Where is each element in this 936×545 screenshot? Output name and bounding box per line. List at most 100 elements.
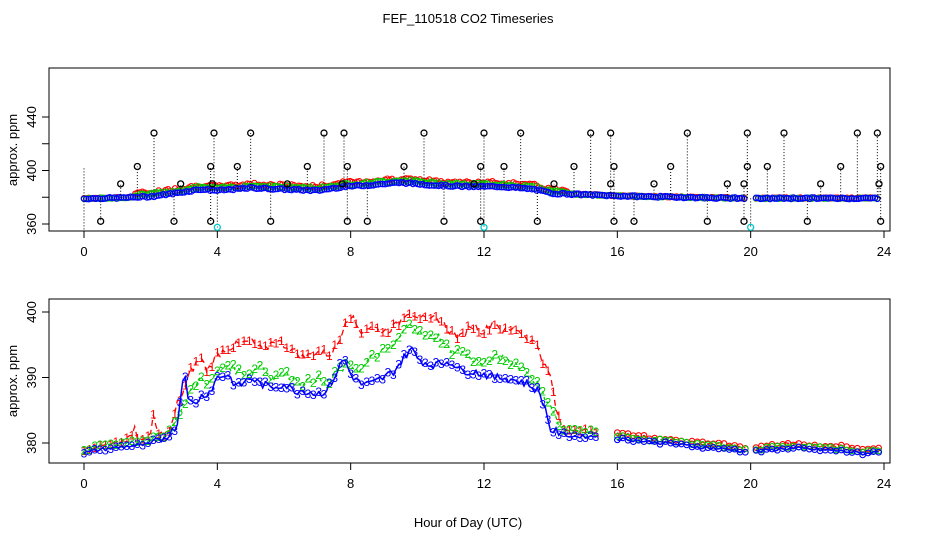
- bottom-series-2-marker: 2: [459, 345, 466, 359]
- bottom-series-1-marker: 1: [449, 323, 456, 337]
- bottom-series-3-marker: 3: [363, 375, 370, 389]
- bottom-series-3-marker: 3: [577, 431, 584, 445]
- bottom-series-2-marker: 2: [475, 354, 482, 368]
- bottom-y-tick-label: 380: [24, 432, 39, 454]
- bottom-series-2-marker: 2: [123, 435, 130, 449]
- top-spike-mid-point: [303, 162, 311, 171]
- top-dip-point: [207, 217, 215, 225]
- top-series-3-point: [650, 193, 657, 201]
- top-series-3-point: [503, 184, 510, 191]
- bottom-series-2-marker: 2: [513, 356, 520, 370]
- bottom-series-3-marker: 3: [347, 367, 354, 381]
- bottom-series-1-marker: 1: [182, 379, 189, 393]
- top-spike-mid-point: [207, 162, 215, 171]
- bottom-series-1-marker: 1: [561, 422, 568, 436]
- bottom-series-3-point: [656, 440, 664, 448]
- bottom-series-3-marker: 3: [257, 375, 264, 389]
- bottom-series-3-marker: 3: [481, 366, 488, 380]
- top-series-3-point: [225, 186, 232, 193]
- bottom-series-2-marker: 2: [273, 368, 280, 382]
- bottom-series-1-point: [640, 432, 648, 439]
- top-spike-high-point: [743, 129, 751, 137]
- bottom-series-2-marker: 2: [310, 376, 317, 390]
- top-spike-high-point: [340, 129, 348, 137]
- bottom-series-2-marker: 2: [534, 374, 541, 388]
- bottom-series-2-marker: 2: [427, 328, 434, 342]
- top-y-tick-label: 440: [24, 106, 39, 128]
- bottom-series-3-marker: 3: [171, 424, 178, 438]
- bottom-series-2-marker: 2: [545, 395, 552, 409]
- bottom-series-2-marker: 2: [433, 331, 440, 345]
- bottom-series-2-marker: 2: [214, 364, 221, 378]
- bottom-series-1-marker: 1: [294, 347, 301, 361]
- bottom-series-1-marker: 1: [310, 349, 317, 363]
- top-spike-mid-point: [667, 162, 675, 171]
- bottom-series-2-marker: 2: [134, 435, 141, 449]
- bottom-series-1-marker: 1: [486, 323, 493, 337]
- top-series-3-point: [839, 194, 846, 202]
- top-series-3-point: [867, 195, 874, 202]
- bottom-series-1-marker: 1: [289, 342, 296, 356]
- bottom-series-2-marker: 2: [491, 348, 498, 362]
- bottom-series-1-marker: 1: [491, 318, 498, 332]
- bottom-series-3-marker: 3: [161, 431, 168, 445]
- bottom-series-2-marker: 2: [523, 365, 530, 379]
- top-spike-mid-point: [133, 162, 141, 171]
- top-series-3-point: [643, 193, 650, 200]
- top-series-3-point: [365, 182, 372, 190]
- bottom-series-3-marker: 3: [102, 443, 109, 457]
- top-series-3-point: [272, 185, 279, 193]
- bottom-series-3-marker: 3: [230, 378, 237, 392]
- bottom-series-2-marker: 2: [555, 419, 562, 433]
- top-series-3-point: [664, 192, 671, 200]
- bottom-panel-lines: approx. ppm 0 4 8 12 16 20 2438039040011111111…: [5, 298, 891, 491]
- top-series-3-point: [174, 189, 181, 197]
- top-series-3-point: [680, 194, 687, 202]
- bottom-series-2-marker: 2: [486, 354, 493, 368]
- top-series-3-point: [874, 195, 881, 203]
- top-series-3-point: [757, 195, 764, 203]
- top-series-3-point: [869, 194, 876, 202]
- bottom-series-2-marker: 2: [582, 426, 589, 440]
- top-series-3-point: [843, 195, 851, 203]
- bottom-series-3-point: [875, 448, 883, 456]
- bottom-series-3-marker: 3: [91, 442, 98, 456]
- bottom-series-2-marker: 2: [305, 371, 312, 385]
- bottom-series-1-marker: 1: [155, 427, 162, 441]
- top-y-axis-label: approx. ppm: [5, 114, 20, 186]
- bottom-series-3-marker: 3: [129, 439, 136, 453]
- top-series-3-point: [358, 182, 365, 190]
- bottom-series-1-marker: 1: [545, 364, 552, 378]
- bottom-series-3-marker: 3: [299, 384, 306, 398]
- bottom-series-1-marker: 1: [363, 322, 370, 336]
- bottom-series-2-marker: 2: [502, 354, 509, 368]
- bottom-series-1-marker: 1: [465, 319, 472, 333]
- bottom-series-3-marker: 3: [203, 390, 210, 404]
- top-spike-high-point: [320, 129, 328, 137]
- top-series-3-point: [176, 189, 183, 196]
- top-spike-mid-point: [400, 162, 408, 171]
- bottom-series-3-marker: 3: [310, 388, 317, 402]
- top-series-3-point: [421, 181, 428, 189]
- top-series-3-point: [605, 191, 613, 199]
- bottom-series-1-marker: 1: [246, 334, 253, 348]
- top-series-3-point: [309, 186, 316, 194]
- x-axis-label: Hour of Day (UTC): [414, 515, 522, 530]
- bottom-series-1-marker: 1: [566, 423, 573, 437]
- bottom-series-2-marker: 2: [289, 374, 296, 388]
- bottom-series-2-marker: 2: [235, 362, 242, 376]
- bottom-series-1-marker: 1: [331, 338, 338, 352]
- bottom-series-2-marker: 2: [193, 379, 200, 393]
- bottom-series-2-marker: 2: [577, 424, 584, 438]
- top-dip-cyan-point: [480, 223, 488, 231]
- bottom-series-2-marker: 2: [395, 330, 402, 344]
- bottom-series-2-marker: 2: [225, 359, 232, 373]
- top-x-tick-label: 4: [214, 244, 221, 259]
- bottom-series-1-marker: 1: [475, 325, 482, 339]
- bottom-x-tick-label: 24: [877, 476, 891, 491]
- bottom-series-1-marker: 1: [433, 309, 440, 323]
- bottom-series-2-marker: 2: [81, 444, 88, 458]
- bottom-series-2-marker: 2: [198, 370, 205, 384]
- top-plot-frame: [48, 67, 891, 232]
- bottom-series-1-marker: 1: [587, 423, 594, 437]
